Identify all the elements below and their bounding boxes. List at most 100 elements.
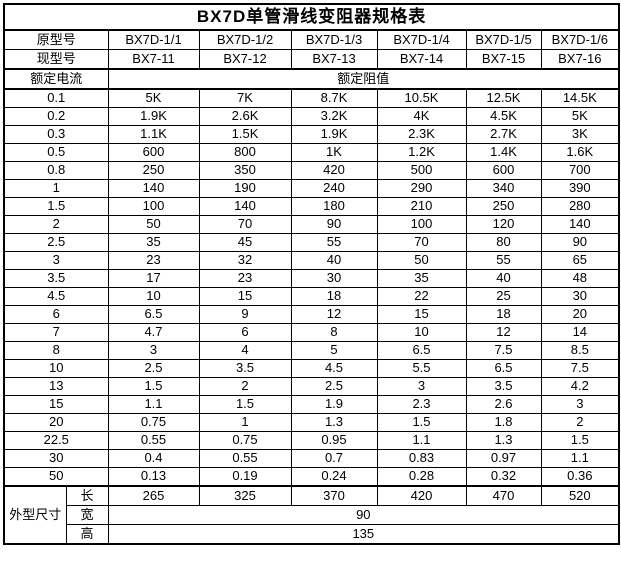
rated-current-cell: 6 xyxy=(3,305,109,324)
resistance-value-cell: 55 xyxy=(290,233,378,252)
resistance-value-cell: 1 xyxy=(198,413,292,432)
resistance-value-cell: 420 xyxy=(290,161,378,180)
old-model-cell: BX7D-1/5 xyxy=(465,29,542,50)
rated-current-cell: 0.3 xyxy=(3,125,109,144)
resistance-value-cell: 190 xyxy=(198,179,292,198)
resistance-value-cell: 340 xyxy=(465,179,542,198)
resistance-value-cell: 12 xyxy=(465,323,542,342)
rated-current-cell: 1 xyxy=(3,179,109,198)
table-row: 15 1.1 1.5 1.9 2.3 2.6 3 xyxy=(3,395,620,414)
resistance-value-cell: 2 xyxy=(540,413,620,432)
resistance-value-cell: 23 xyxy=(198,269,292,288)
resistance-value-cell: 1.5 xyxy=(107,377,200,396)
table-row: 10 2.5 3.5 4.5 5.5 6.5 7.5 xyxy=(3,359,620,378)
rated-current-cell: 1.5 xyxy=(3,197,109,216)
table-row: 1 140 190 240 290 340 390 xyxy=(3,179,620,198)
resistance-value-cell: 1.5K xyxy=(198,125,292,144)
resistance-value-cell: 4.2 xyxy=(540,377,620,396)
resistance-value-cell: 800 xyxy=(198,143,292,162)
length-value-cell: 325 xyxy=(198,485,292,506)
resistance-value-cell: 0.24 xyxy=(290,467,378,487)
resistance-value-cell: 35 xyxy=(107,233,200,252)
resistance-value-cell: 140 xyxy=(107,179,200,198)
resistance-value-cell: 280 xyxy=(540,197,620,216)
resistance-value-cell: 0.55 xyxy=(107,431,200,450)
resistance-value-cell: 7K xyxy=(198,88,292,108)
new-model-cell: BX7-15 xyxy=(465,49,542,70)
resistance-value-cell: 20 xyxy=(540,305,620,324)
new-model-cell: BX7-16 xyxy=(540,49,620,70)
resistance-value-cell: 350 xyxy=(198,161,292,180)
title-row: BX7D单管滑线变阻器规格表 xyxy=(3,3,620,31)
length-label: 长 xyxy=(65,485,109,506)
dimensions-length-row: 外型尺寸 长 265 325 370 420 470 520 xyxy=(3,485,620,545)
resistance-value-cell: 50 xyxy=(107,215,200,234)
resistance-value-cell: 600 xyxy=(107,143,200,162)
table-title: BX7D单管滑线变阻器规格表 xyxy=(3,3,620,31)
resistance-value-cell: 30 xyxy=(290,269,378,288)
resistance-value-cell: 4.5K xyxy=(465,107,542,126)
resistance-value-cell: 80 xyxy=(465,233,542,252)
resistance-value-cell: 0.95 xyxy=(290,431,378,450)
resistance-value-cell: 0.75 xyxy=(107,413,200,432)
resistance-value-cell: 14 xyxy=(540,323,620,342)
resistance-value-cell: 4.7 xyxy=(107,323,200,342)
resistance-value-cell: 65 xyxy=(540,251,620,270)
resistance-value-cell: 35 xyxy=(376,269,467,288)
dimensions-label: 外型尺寸 xyxy=(3,485,67,545)
dimensions-height-row: 高 135 xyxy=(4,524,620,545)
rated-current-cell: 22.5 xyxy=(3,431,109,450)
rated-current-cell: 50 xyxy=(3,467,109,487)
length-value-cell: 370 xyxy=(290,485,378,506)
resistance-value-cell: 3.5 xyxy=(465,377,542,396)
resistance-value-cell: 0.75 xyxy=(198,431,292,450)
resistance-value-cell: 5 xyxy=(290,341,378,360)
resistance-value-cell: 1.4K xyxy=(465,143,542,162)
new-model-cell: BX7-14 xyxy=(376,49,467,70)
rated-current-cell: 0.1 xyxy=(3,88,109,108)
rated-current-cell: 8 xyxy=(3,341,109,360)
resistance-value-cell: 9 xyxy=(198,305,292,324)
resistance-value-cell: 1.5 xyxy=(376,413,467,432)
height-value-cell: 135 xyxy=(107,524,620,545)
resistance-value-cell: 18 xyxy=(465,305,542,324)
resistance-value-cell: 2 xyxy=(198,377,292,396)
resistance-value-cell: 3K xyxy=(540,125,620,144)
rated-current-label: 额定电流 xyxy=(3,68,109,90)
new-model-cell: BX7-13 xyxy=(290,49,378,70)
table-row: 4.5 10 15 18 22 25 30 xyxy=(3,287,620,306)
resistance-value-cell: 600 xyxy=(465,161,542,180)
rated-current-cell: 3 xyxy=(3,251,109,270)
resistance-value-cell: 1.9 xyxy=(290,395,378,414)
old-model-cell: BX7D-1/6 xyxy=(540,29,620,50)
resistance-value-cell: 210 xyxy=(376,197,467,216)
new-model-label: 现型号 xyxy=(3,49,109,70)
table-row: 7 4.7 6 8 10 12 14 xyxy=(3,323,620,342)
rated-current-cell: 4.5 xyxy=(3,287,109,306)
table-row: 50 0.13 0.19 0.24 0.28 0.32 0.36 xyxy=(3,467,620,487)
resistance-value-cell: 1.9K xyxy=(107,107,200,126)
resistance-value-cell: 1.1 xyxy=(107,395,200,414)
resistance-value-cell: 390 xyxy=(540,179,620,198)
rated-header-row: 额定电流 额定阻值 xyxy=(3,68,620,90)
rated-current-cell: 10 xyxy=(3,359,109,378)
resistance-value-cell: 8 xyxy=(290,323,378,342)
resistance-value-cell: 100 xyxy=(376,215,467,234)
resistance-value-cell: 4K xyxy=(376,107,467,126)
resistance-value-cell: 15 xyxy=(198,287,292,306)
rated-current-cell: 7 xyxy=(3,323,109,342)
resistance-value-cell: 2.7K xyxy=(465,125,542,144)
resistance-value-cell: 700 xyxy=(540,161,620,180)
resistance-value-cell: 5.5 xyxy=(376,359,467,378)
table-row: 20 0.75 1 1.3 1.5 1.8 2 xyxy=(3,413,620,432)
length-value-cell: 420 xyxy=(376,485,467,506)
resistance-value-cell: 23 xyxy=(107,251,200,270)
table-row: 0.2 1.9K 2.6K 3.2K 4K 4.5K 5K xyxy=(3,107,620,126)
resistance-value-cell: 3 xyxy=(376,377,467,396)
resistance-value-cell: 0.28 xyxy=(376,467,467,487)
resistance-value-cell: 10 xyxy=(376,323,467,342)
resistance-value-cell: 7.5 xyxy=(540,359,620,378)
resistance-value-cell: 25 xyxy=(465,287,542,306)
rated-current-cell: 15 xyxy=(3,395,109,414)
rated-resistance-label: 额定阻值 xyxy=(107,68,620,90)
